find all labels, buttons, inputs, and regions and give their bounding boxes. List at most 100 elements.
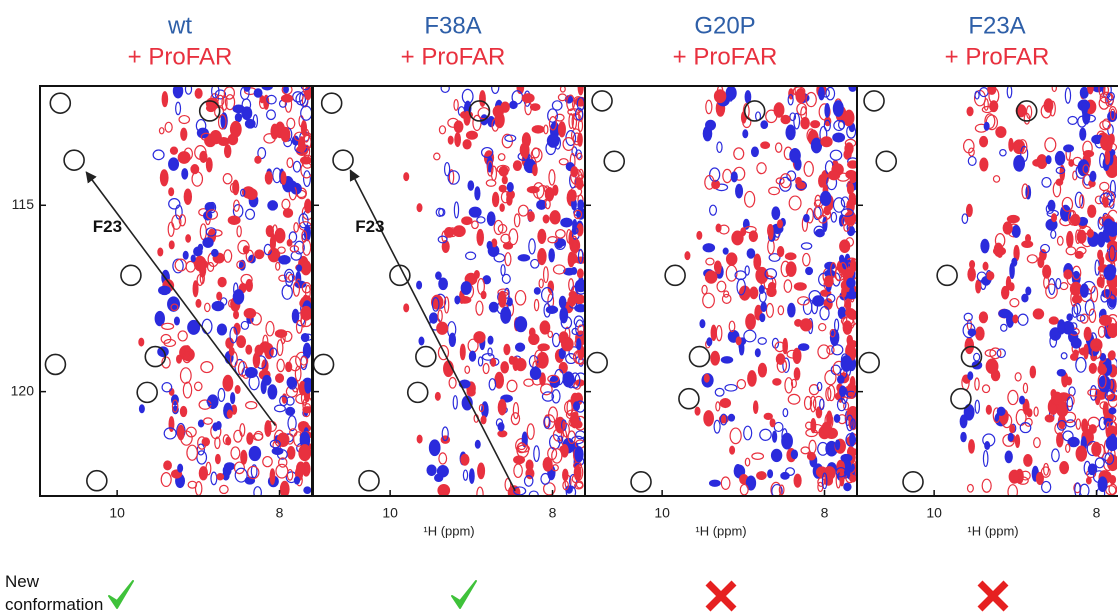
spectrum-peak (719, 398, 732, 409)
spectrum-peak (302, 170, 311, 188)
spectrum-peak (800, 446, 811, 455)
annotation-label: F23 (355, 217, 384, 236)
spectrum-peak (1105, 435, 1117, 452)
spectrum-peak (280, 94, 294, 103)
spectrum-peak (240, 320, 250, 330)
spectrum-peak (552, 184, 559, 196)
spectrum-peak (492, 105, 504, 118)
spectrum-peak (705, 257, 715, 266)
spectrum-peak (506, 297, 513, 307)
spectrum-peak (460, 453, 470, 466)
spectrum-peak (209, 130, 222, 145)
spectrum-peak (1091, 346, 1102, 360)
spectrum-peak (1061, 196, 1074, 212)
spectrum-peak (253, 88, 263, 98)
spectrum-peak (963, 312, 973, 322)
spectrum-peak (497, 153, 506, 162)
spectrum-peak (1075, 445, 1088, 462)
spectrum-peak (969, 259, 976, 269)
spectrum-peak (286, 117, 296, 130)
spectrum-peak (1060, 352, 1068, 360)
spectrum-peak (477, 356, 484, 367)
spectrum-peak (196, 450, 208, 465)
spectrum-peak (705, 119, 717, 131)
spectrum-peak (1109, 108, 1116, 121)
spectrum-peak (543, 482, 556, 496)
spectrum-peak (217, 276, 227, 288)
spectrum-peak (1055, 166, 1066, 175)
spectrum-peak (225, 337, 234, 349)
spectrum-peak (514, 289, 527, 306)
spectrum-peak (206, 397, 219, 406)
spectrum-peak (715, 223, 722, 233)
spectrum-peak (1099, 181, 1110, 192)
spectrum-peak (966, 483, 974, 493)
spectrum-peak (578, 168, 584, 181)
spectrum-peak (179, 367, 192, 384)
spectrum-peak (460, 281, 472, 295)
spectrum-peak (1085, 476, 1092, 485)
spectrum-peak (846, 199, 855, 214)
spectrum-peak (269, 234, 277, 252)
spectrum-peak (776, 246, 785, 258)
spectrum-peak (499, 203, 505, 212)
spectrum-peak (200, 132, 212, 142)
spectrum-peak (771, 206, 781, 220)
spectrum-peak (273, 404, 286, 413)
spectrum-peak (739, 483, 749, 496)
spectrum-peak (757, 362, 768, 378)
spectrum-peak (296, 264, 303, 272)
spectrum-peak (493, 219, 504, 236)
spectrum-peak (757, 337, 767, 345)
spectrum-peak (1044, 414, 1055, 423)
spectrum-peak (543, 416, 551, 429)
spectrum-peak (822, 216, 828, 232)
spectrum-peak (1044, 137, 1057, 153)
spectrum-peak (577, 132, 583, 147)
spectrum-peak (1108, 407, 1117, 415)
spectrum-peak (229, 326, 238, 344)
spectrum-peak (199, 260, 207, 278)
spectrum-peak (709, 167, 721, 182)
spectrum-peak (996, 406, 1006, 417)
spectrum-peak (197, 419, 205, 428)
spectrum-peak (219, 484, 229, 495)
spectrum-peak (1007, 389, 1019, 406)
spectrum-peak (1103, 218, 1114, 234)
spectrum-peak (302, 409, 311, 418)
spectrum-peak (782, 407, 789, 418)
spectrum-peak (576, 338, 582, 351)
x-tick-label: 8 (549, 505, 557, 521)
spectrum-peak (473, 331, 486, 344)
spectrum-peak (803, 213, 810, 223)
panel-title: F23A (968, 12, 1025, 39)
spectrum-peak (293, 240, 305, 255)
spectrum-peak (260, 379, 267, 395)
spectrum-peak (1075, 356, 1087, 373)
spectrum-peak (506, 193, 513, 206)
spectrum-peak (468, 468, 475, 484)
spectrum-peak (746, 248, 756, 259)
spectrum-peak (968, 439, 975, 454)
spectrum-peak (756, 471, 767, 481)
spectrum-peak (500, 361, 510, 374)
spectrum-peak (729, 427, 742, 445)
spectrum-peak (1017, 313, 1029, 326)
spectrum-peak (571, 235, 578, 252)
spectrum-peak (1099, 152, 1106, 168)
spectrum-peak (287, 376, 298, 390)
spectrum-peak (433, 152, 441, 161)
spectrum-peak (1040, 466, 1051, 478)
spectrum-peak (838, 385, 847, 398)
spectrum-peak (498, 184, 507, 193)
spectrum-peak (289, 428, 298, 437)
spectrum-peak (844, 142, 854, 156)
spectrum-peak (491, 118, 500, 132)
spectrum-peak (236, 260, 245, 270)
spectrum-peak (774, 341, 786, 353)
spectrum-peak (574, 349, 585, 365)
spectrum-peak (743, 190, 756, 208)
spectrum (85, 86, 312, 496)
spectrum-peak (570, 267, 578, 275)
spectrum-peak (302, 239, 312, 256)
